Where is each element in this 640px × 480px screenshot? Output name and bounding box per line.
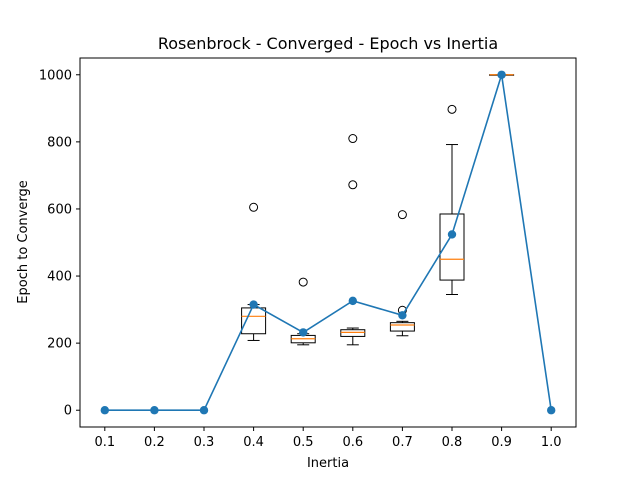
plot-frame	[79, 57, 577, 428]
box	[340, 329, 366, 337]
outlier-point	[249, 202, 259, 212]
y-tick-label: 400	[47, 270, 72, 285]
outlier-point	[447, 104, 457, 114]
boxplots	[241, 74, 515, 346]
boxplot	[439, 104, 465, 295]
series-point	[299, 328, 308, 337]
x-tick-label: 0.1	[94, 435, 115, 450]
x-tick-label: 0.5	[293, 435, 314, 450]
chart-title: Rosenbrock - Converged - Epoch vs Inerti…	[158, 34, 498, 53]
box	[439, 213, 465, 281]
y-tick-label: 0	[64, 404, 72, 419]
boxplot	[241, 202, 267, 341]
y-tick-label: 1000	[39, 68, 72, 83]
series-layer	[100, 70, 556, 415]
outlier-point	[348, 180, 358, 190]
series-line	[104, 74, 552, 412]
y-tick-label: 200	[47, 337, 72, 352]
x-tick-label: 0.7	[392, 435, 413, 450]
boxplot	[340, 134, 366, 346]
x-tick-label: 0.3	[194, 435, 215, 450]
y-axis: 0 200 400 600 800 1000	[39, 68, 80, 419]
box	[389, 322, 415, 332]
outlier-point	[348, 134, 358, 144]
x-tick-label: 0.2	[144, 435, 165, 450]
series-point	[100, 406, 110, 415]
series-point	[398, 311, 407, 320]
x-axis: 0.1 0.2 0.3 0.4 0.5 0.6 0.7 0.8 0.9 1.0	[94, 427, 562, 450]
x-tick-label: 1.0	[541, 435, 562, 450]
x-tick-label: 0.9	[491, 435, 512, 450]
outlier-point	[397, 210, 407, 220]
y-tick-label: 800	[47, 135, 72, 150]
y-tick-label: 600	[47, 202, 72, 217]
series-point	[547, 406, 556, 415]
x-axis-label: Inertia	[307, 456, 349, 471]
series-point	[497, 70, 506, 79]
x-tick-label: 0.4	[243, 435, 264, 450]
series-point	[447, 230, 457, 239]
x-tick-label: 0.8	[442, 435, 463, 450]
outlier-point	[298, 277, 308, 287]
series-point	[249, 300, 258, 309]
series-point	[199, 406, 209, 415]
y-axis-label: Epoch to Converge	[16, 180, 31, 303]
series-point	[348, 296, 357, 306]
series-point	[150, 406, 159, 415]
x-tick-label: 0.6	[342, 435, 363, 450]
